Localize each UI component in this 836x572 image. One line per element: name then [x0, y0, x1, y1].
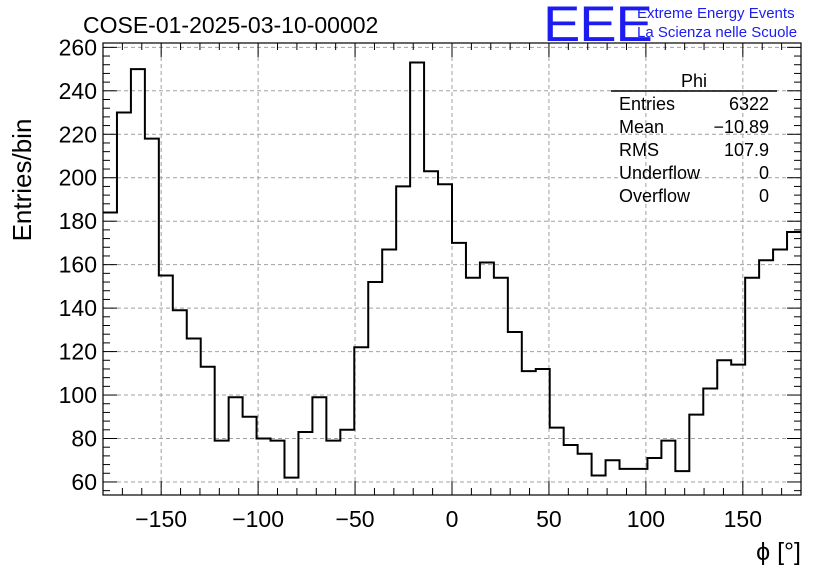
y-tick-labels: 60 80 100 120 140 160 180 200 220 240 260	[59, 34, 97, 495]
histogram-bin	[354, 347, 368, 495]
histogram-bin	[368, 282, 382, 495]
histogram-bin	[396, 186, 410, 495]
chart-title: COSE-01-2025-03-10-00002	[83, 12, 378, 38]
histogram-bin	[452, 243, 466, 495]
histogram-bin	[312, 397, 326, 495]
y-tick-label: 140	[59, 295, 97, 321]
histogram-bin	[424, 171, 438, 495]
stats-value: −10.89	[713, 117, 769, 137]
logo-line-1: Extreme Energy Events	[637, 5, 795, 22]
stats-label: Underflow	[619, 163, 701, 183]
histogram-bin	[564, 445, 578, 495]
x-tick-label: 100	[627, 506, 665, 532]
x-axis-label: ϕ [°]	[756, 538, 801, 566]
stats-title: Phi	[681, 71, 707, 91]
histogram-bin	[284, 478, 298, 495]
histogram-bin	[298, 432, 312, 495]
x-tick-label: 50	[536, 506, 562, 532]
histogram-bin	[173, 310, 187, 495]
y-tick-label: 200	[59, 165, 97, 191]
logo-caption: Extreme Energy Events La Scienza nelle S…	[637, 4, 797, 42]
histogram-bin	[508, 332, 522, 495]
stats-box: Phi Entries 6322 Mean −10.89 RMS 107.9 Underfl…	[611, 71, 777, 206]
y-axis-label: Entries/bin	[7, 119, 37, 242]
histogram-bin	[131, 69, 145, 495]
histogram-bin	[257, 439, 271, 496]
histogram-bin	[647, 458, 661, 495]
x-tick-label: −50	[336, 506, 375, 532]
eee-logo: EEE	[543, 0, 653, 52]
histogram-bin	[326, 441, 340, 495]
histogram-bin	[438, 184, 452, 495]
histogram-bin	[606, 460, 620, 495]
histogram-bin	[466, 278, 480, 495]
stats-value: 107.9	[724, 140, 769, 160]
stats-label: RMS	[619, 140, 659, 160]
histogram-bin	[759, 260, 773, 495]
histogram-bin	[229, 397, 243, 495]
stats-label: Entries	[619, 94, 675, 114]
x-tick-label: −100	[232, 506, 284, 532]
histogram-bin	[340, 430, 354, 495]
histogram-bin	[494, 278, 508, 495]
stats-value: 6322	[729, 94, 769, 114]
histogram-bin	[592, 475, 606, 495]
x-tick-label: 150	[724, 506, 762, 532]
y-tick-label: 60	[71, 469, 97, 495]
histogram-bin	[382, 249, 396, 495]
histogram-bin	[243, 417, 257, 495]
histogram-bin	[717, 360, 731, 495]
histogram-bin	[145, 139, 159, 495]
x-tick-label: 0	[446, 506, 459, 532]
histogram-bin	[578, 454, 592, 495]
y-tick-label: 260	[59, 34, 97, 60]
x-tick-label: −150	[135, 506, 187, 532]
histogram-bin	[689, 415, 703, 495]
plot-frame	[102, 42, 802, 496]
y-tick-label: 120	[59, 339, 97, 365]
histogram-bin	[410, 63, 424, 495]
histogram-bin	[536, 369, 550, 495]
histogram-outline	[103, 61, 801, 479]
histogram-bin	[745, 278, 759, 495]
y-tick-label: 220	[59, 121, 97, 147]
stats-value: 0	[759, 163, 769, 183]
stats-label: Mean	[619, 117, 664, 137]
histogram-bin	[522, 371, 536, 495]
histogram-bin	[187, 339, 201, 495]
histogram-bin	[661, 441, 675, 495]
logo-line-2: La Scienza nelle Scuole	[637, 24, 798, 41]
histogram-bin	[117, 113, 131, 495]
histogram-bin	[703, 389, 717, 495]
histogram-bin	[103, 213, 117, 496]
grid-lines	[103, 43, 801, 495]
y-tick-label: 180	[59, 208, 97, 234]
x-tick-labels: −150 −100 −50 0 50 100 150	[135, 506, 762, 532]
stats-value: 0	[759, 186, 769, 206]
y-tick-label: 160	[59, 252, 97, 278]
histogram-bin	[773, 249, 787, 495]
histogram-bin	[550, 428, 564, 495]
histogram-bin	[480, 262, 494, 495]
y-tick-label: 240	[59, 78, 97, 104]
y-tick-label: 100	[59, 382, 97, 408]
histogram-bin	[271, 441, 285, 495]
y-tick-label: 80	[71, 426, 97, 452]
histogram-bin	[675, 471, 689, 495]
histogram-bin	[215, 441, 229, 495]
histogram-bin	[201, 367, 215, 495]
stats-label: Overflow	[619, 186, 691, 206]
